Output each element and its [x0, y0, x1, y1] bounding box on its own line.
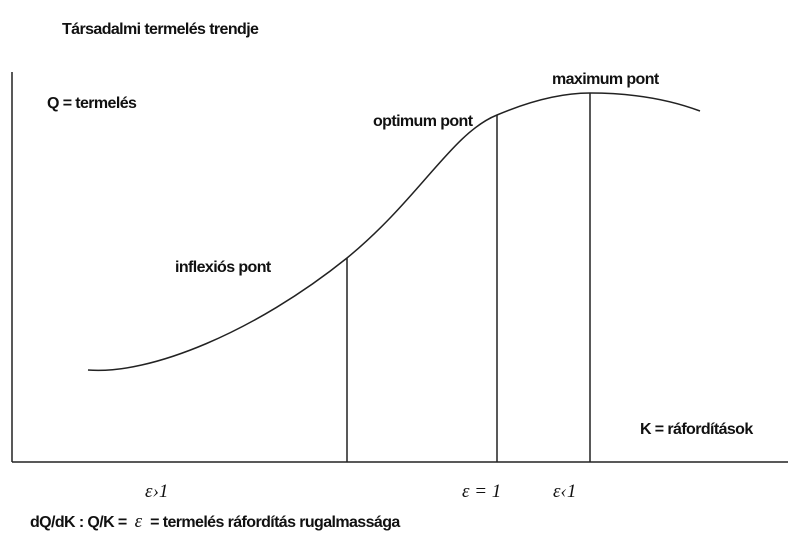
footer-symbol: ε: [135, 511, 143, 532]
footer-left: dQ/dK : Q/K =: [30, 514, 127, 531]
title: Társadalmi termelés trendje: [62, 21, 259, 38]
x-axis-label: K = ráfordítások: [640, 421, 753, 438]
footer-right: = termelés ráfordítás rugalmassága: [150, 514, 400, 531]
production-curve: [87, 92, 701, 372]
elasticity-label: ε‹1: [553, 481, 576, 502]
elasticity-label: ε = 1: [462, 481, 501, 502]
footer: dQ/dK : Q/K = ε = termelés ráfordítás ru…: [30, 511, 400, 532]
maximum-label: maximum pont: [552, 71, 660, 88]
inflection-label: inflexiós pont: [175, 259, 272, 276]
y-axis-label: Q = termelés: [47, 95, 137, 112]
optimum-label: optimum pont: [373, 113, 474, 130]
elasticity-label: ε›1: [145, 481, 168, 502]
